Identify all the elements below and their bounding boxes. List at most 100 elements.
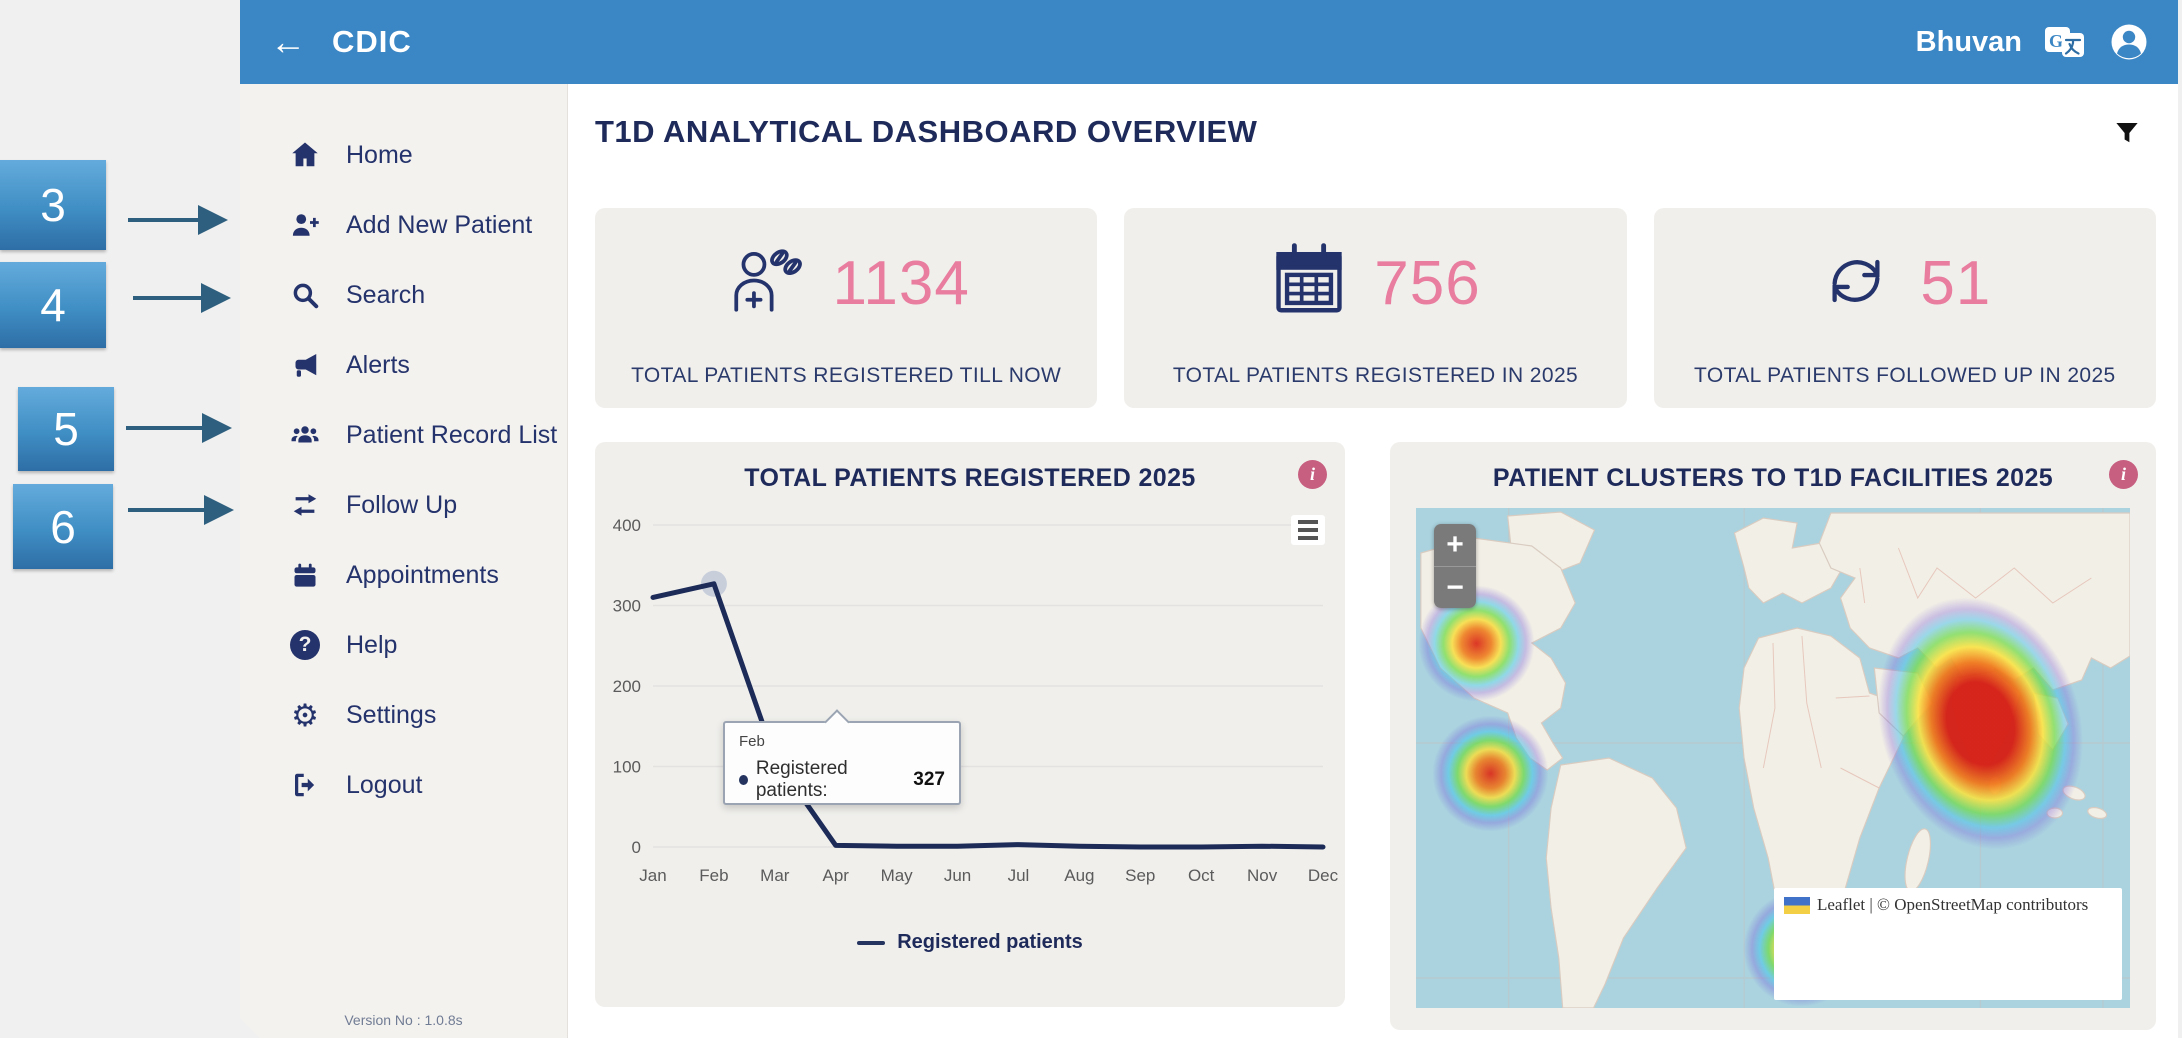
people-group-icon: [286, 420, 324, 450]
hamburger-menu-icon[interactable]: [1291, 515, 1325, 545]
sidebar-item-settings[interactable]: ⚙ Settings: [240, 680, 567, 750]
person-add-icon: [286, 210, 324, 240]
attribution-text: Leaflet | © OpenStreetMap contributors: [1817, 895, 2089, 914]
home-icon: [286, 140, 324, 170]
info-icon[interactable]: i: [1298, 460, 1327, 489]
info-icon[interactable]: i: [2109, 460, 2138, 489]
sidebar-item-search[interactable]: Search: [240, 260, 567, 330]
chart-title: TOTAL PATIENTS REGISTERED 2025: [744, 464, 1196, 492]
map-attribution[interactable]: Leaflet | © OpenStreetMap contributors: [1774, 888, 2122, 1000]
svg-text:Dec: Dec: [1308, 866, 1339, 885]
stat-card-followed-up-2025: 51 TOTAL PATIENTS FOLLOWED UP IN 2025: [1653, 208, 2156, 408]
stat-label: TOTAL PATIENTS REGISTERED TILL NOW: [631, 364, 1062, 387]
sidebar: Home Add New Patient Search Alerts: [240, 84, 568, 1038]
zoom-in-button[interactable]: +: [1434, 524, 1476, 566]
svg-text:Jun: Jun: [944, 866, 971, 885]
sidebar-item-patient-record-list[interactable]: Patient Record List: [240, 400, 567, 470]
chart-legend: Registered patients: [595, 931, 1345, 954]
ukraine-flag-icon: [1784, 896, 1810, 914]
map-title: PATIENT CLUSTERS TO T1D FACILITIES 2025: [1492, 464, 2054, 492]
stat-card-registered-2025: 756 TOTAL PATIENTS REGISTERED IN 2025: [1124, 208, 1627, 408]
svg-text:Oct: Oct: [1188, 866, 1215, 885]
stat-label: TOTAL PATIENTS REGISTERED IN 2025: [1172, 364, 1579, 387]
svg-text:Jul: Jul: [1008, 866, 1030, 885]
callout-box-4: 4: [0, 262, 106, 348]
leaflet-map[interactable]: + − Leaflet | © OpenStreetMap contributo…: [1416, 508, 2130, 1008]
logout-icon: [286, 770, 324, 800]
page-title: T1D ANALYTICAL DASHBOARD OVERVIEW: [595, 114, 1258, 149]
svg-text:Jan: Jan: [639, 866, 666, 885]
topbar: ← CDIC Bhuvan G: [240, 0, 2178, 84]
refresh-cycle-icon: [1818, 243, 1894, 324]
svg-text:400: 400: [613, 516, 641, 535]
callout-arrow-5: [126, 413, 232, 443]
stat-value: 1134: [832, 248, 970, 318]
version-label: Version No : 1.0.8s: [344, 1012, 463, 1028]
patient-clusters-map-card: PATIENT CLUSTERS TO T1D FACILITIES 2025 …: [1390, 442, 2156, 1030]
slide-corner-notch: [240, 1018, 260, 1038]
zoom-out-button[interactable]: −: [1434, 566, 1476, 608]
line-chart: 0 100 200 300 400 Jan Feb Mar Apr May Jun Jul Aug Sep…: [613, 516, 1339, 885]
callout-number: 4: [40, 279, 66, 331]
tooltip-series-label: Registered patients:: [755, 758, 848, 801]
svg-text:Apr: Apr: [822, 866, 849, 885]
svg-text:0: 0: [632, 838, 641, 857]
calendar-icon: [286, 560, 324, 590]
svg-text:Aug: Aug: [1064, 866, 1094, 885]
search-icon: [286, 280, 324, 310]
svg-text:Feb: Feb: [699, 866, 728, 885]
chart-tooltip: Feb Registered patients: 327: [723, 721, 961, 805]
callout-box-5: 5: [18, 387, 114, 471]
map-zoom-control: + −: [1434, 524, 1476, 608]
tooltip-value: 327: [913, 769, 945, 790]
registered-patients-chart-card: TOTAL PATIENTS REGISTERED 2025 i 0 100 200…: [595, 442, 1345, 1007]
patient-add-pills-icon: [723, 245, 807, 322]
account-icon[interactable]: [2110, 23, 2148, 61]
sidebar-item-help[interactable]: ? Help: [240, 610, 567, 680]
calendar-grid-icon: [1270, 242, 1348, 325]
svg-text:G: G: [2049, 31, 2063, 51]
user-name: Bhuvan: [1915, 25, 2022, 58]
callout-number: 3: [40, 179, 66, 231]
swap-arrows-icon: [286, 490, 324, 520]
app-title: CDIC: [332, 24, 412, 59]
callout-arrow-4: [133, 283, 231, 313]
legend-label: Registered patients: [897, 931, 1083, 953]
svg-text:200: 200: [613, 677, 641, 696]
main-content: T1D ANALYTICAL DASHBOARD OVERVIEW: [568, 84, 2178, 1038]
gear-icon: ⚙: [291, 697, 319, 733]
question-circle-icon: ?: [286, 630, 324, 660]
sidebar-item-follow-up[interactable]: Follow Up: [240, 470, 567, 540]
back-arrow-icon[interactable]: ←: [270, 21, 306, 62]
callout-number: 5: [53, 403, 79, 455]
app-window: ← CDIC Bhuvan G Home: [240, 0, 2178, 1038]
svg-text:Nov: Nov: [1247, 866, 1278, 885]
callout-box-6: 6: [13, 484, 113, 569]
svg-text:300: 300: [613, 597, 641, 616]
stat-value: 756: [1374, 248, 1481, 318]
svg-text:Sep: Sep: [1125, 866, 1155, 885]
funnel-icon[interactable]: [2112, 118, 2142, 153]
heat-cluster-northwest-south-america: [1428, 710, 1554, 836]
callout-number: 6: [50, 500, 76, 553]
series-dot: [739, 775, 748, 785]
callout-arrow-3: [128, 205, 228, 235]
sidebar-item-add-new-patient[interactable]: Add New Patient: [240, 190, 567, 260]
svg-text:Mar: Mar: [760, 866, 790, 885]
megaphone-icon: [286, 350, 324, 380]
svg-text:100: 100: [613, 758, 641, 777]
tooltip-month: Feb: [739, 733, 765, 750]
stat-cards-row: 1134 TOTAL PATIENTS REGISTERED TILL NOW: [595, 208, 2156, 408]
translate-icon[interactable]: G: [2044, 24, 2086, 60]
callout-arrow-6: [128, 495, 234, 525]
sidebar-item-logout[interactable]: Logout: [240, 750, 567, 820]
callout-box-3: 3: [0, 160, 106, 250]
sidebar-item-alerts[interactable]: Alerts: [240, 330, 567, 400]
stat-value: 51: [1920, 248, 1992, 318]
sidebar-item-home[interactable]: Home: [240, 120, 567, 190]
svg-text:May: May: [881, 866, 914, 885]
stat-card-total-registered: 1134 TOTAL PATIENTS REGISTERED TILL NOW: [595, 208, 1098, 408]
stat-label: TOTAL PATIENTS FOLLOWED UP IN 2025: [1693, 364, 2116, 387]
legend-line-swatch: [857, 940, 886, 945]
sidebar-item-appointments[interactable]: Appointments: [240, 540, 567, 610]
